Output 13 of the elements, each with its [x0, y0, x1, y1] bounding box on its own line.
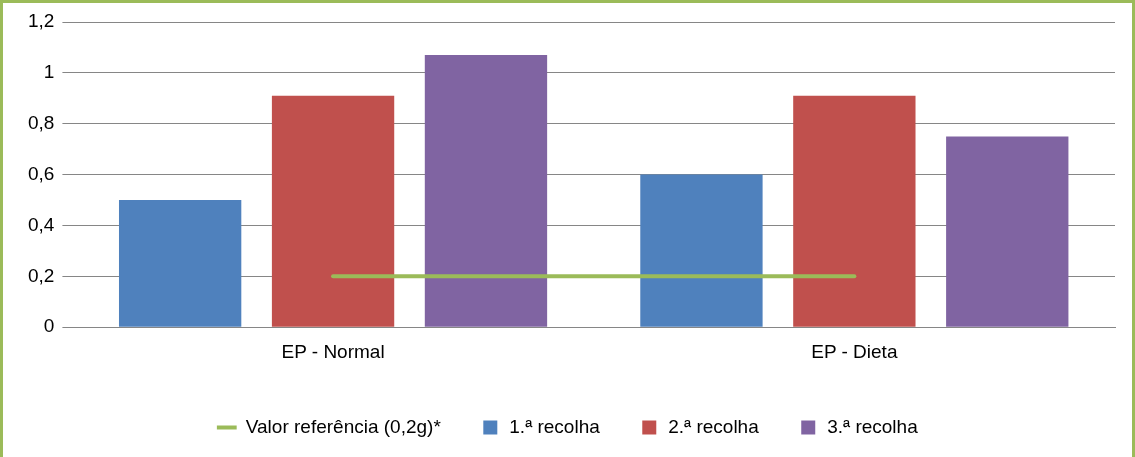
x-tick-label: EP - Dieta — [811, 340, 898, 362]
legend-label: 2.ª recolha — [668, 415, 760, 437]
legend-label: 1.ª recolha — [509, 415, 601, 437]
y-tick-label: 1,2 — [27, 10, 55, 32]
legend-label: Valor referência (0,2g)* — [245, 415, 442, 437]
y-tick-label: 0 — [43, 315, 55, 337]
y-tick-label: 0,2 — [27, 264, 55, 286]
y-tick-label: 0,6 — [27, 162, 55, 184]
x-tick-label: EP - Normal — [281, 340, 385, 362]
y-tick-label: 0,8 — [27, 111, 55, 133]
y-tick-label: 1 — [43, 61, 55, 83]
legend-label: 3.ª recolha — [827, 415, 919, 437]
y-tick-label: 0,4 — [27, 213, 55, 235]
